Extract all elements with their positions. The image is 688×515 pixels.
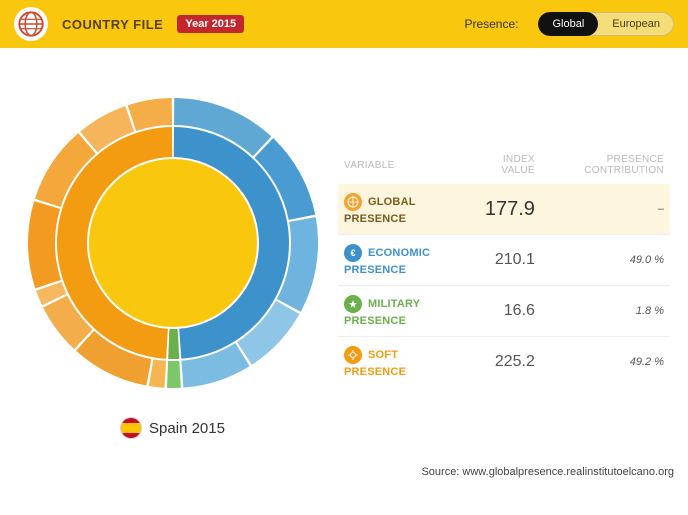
chart-segment[interactable] [28,201,61,288]
table-row[interactable]: MILITARY PRESENCE16.61.8 % [338,286,670,337]
year-badge: Year 2015 [177,15,244,33]
presence-label: Presence: [464,17,518,31]
main-content: Spain 2015 VARIABLE INDEX VALUE PRESENCE… [0,48,688,448]
chart-center [89,159,257,327]
page-title: COUNTRY FILE [62,17,163,32]
row-index: 210.1 [467,235,541,286]
row-index: 177.9 [467,184,541,235]
th-contribution: PRESENCE CONTRIBUTION [541,146,670,184]
row-icon [344,346,362,364]
th-variable: VARIABLE [338,146,467,184]
header-bar: COUNTRY FILE Year 2015 Presence: Global … [0,0,688,48]
row-index: 16.6 [467,286,541,337]
chart-segment[interactable] [168,329,179,359]
th-index: INDEX VALUE [467,146,541,184]
chart-column: Spain 2015 [18,98,328,438]
table-row[interactable]: SOFT PRESENCE225.249.2 % [338,337,670,388]
presence-table: VARIABLE INDEX VALUE PRESENCE CONTRIBUTI… [338,146,670,387]
row-index: 225.2 [467,337,541,388]
row-icon: € [344,244,362,262]
chart-caption: Spain 2015 [18,418,328,438]
chart-caption-text: Spain 2015 [149,420,225,437]
row-contribution: 1.8 % [541,286,670,337]
toggle-european[interactable]: European [598,12,674,36]
presence-toggle: Global European [538,12,674,36]
toggle-global[interactable]: Global [538,12,598,36]
row-contribution: – [541,184,670,235]
flag-icon [121,418,141,438]
row-icon [344,295,362,313]
row-contribution: 49.2 % [541,337,670,388]
table-column: VARIABLE INDEX VALUE PRESENCE CONTRIBUTI… [338,98,670,438]
chart-segment[interactable] [128,98,172,131]
globe-icon [14,7,48,41]
chart-segment[interactable] [149,359,166,387]
donut-chart [28,98,318,388]
row-icon [344,193,362,211]
source-footer: Source: www.globalpresence.realinstituto… [0,448,688,484]
table-row[interactable]: €ECONOMIC PRESENCE210.149.0 % [338,235,670,286]
row-contribution: 49.0 % [541,235,670,286]
svg-text:€: € [350,248,355,258]
table-row[interactable]: GLOBAL PRESENCE177.9– [338,184,670,235]
chart-segment[interactable] [167,361,181,388]
